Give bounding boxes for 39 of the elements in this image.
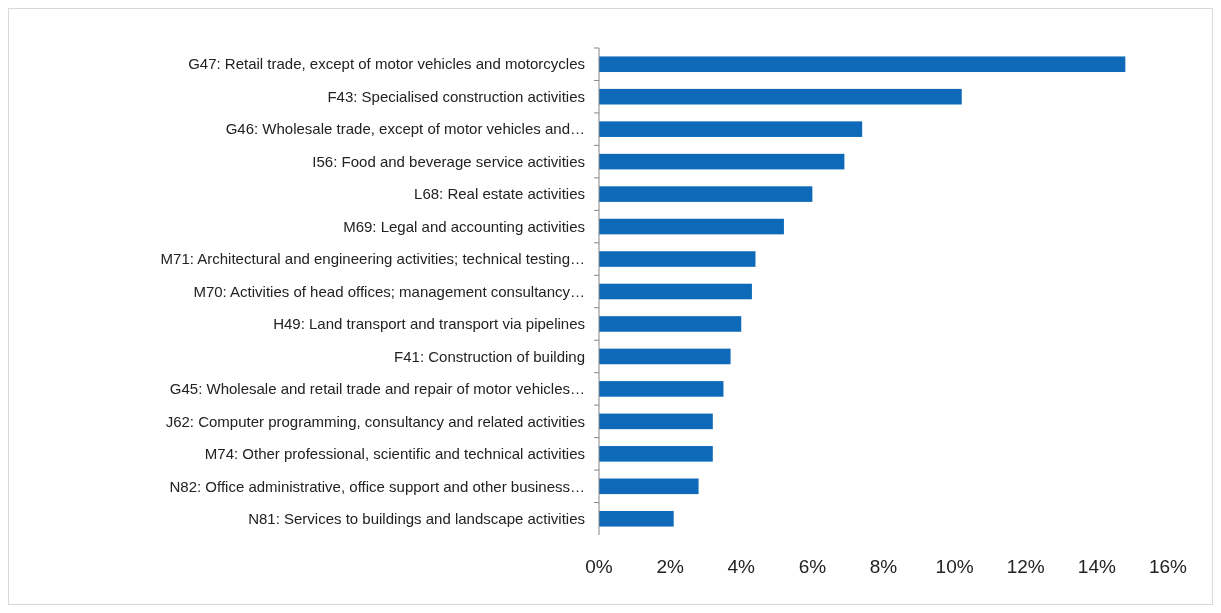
bar — [599, 413, 713, 430]
y-tick-label: M70: Activities of head offices; management consultancy… — [193, 282, 585, 300]
y-tick-label: N82: Office administrative, office support and other business… — [169, 477, 585, 495]
x-tick-label: 8% — [869, 556, 898, 577]
x-tick-label: 14% — [1077, 556, 1116, 577]
y-tick-label: I56: Food and beverage service activities — [312, 152, 585, 170]
y-tick-label: F43: Specialised construction activities — [327, 87, 585, 105]
bar — [599, 88, 962, 105]
bar — [599, 56, 1126, 73]
bar — [599, 153, 845, 170]
x-tick-label: 4% — [727, 556, 756, 577]
y-tick-label: M69: Legal and accounting activities — [343, 217, 585, 235]
bar — [599, 121, 863, 137]
y-tick-label: F41: Construction of building — [394, 347, 585, 365]
y-tick-label: G46: Wholesale trade, except of motor vehicles and… — [225, 120, 585, 138]
x-tick-label: 16% — [1148, 556, 1188, 577]
bar — [599, 348, 731, 365]
bar — [599, 251, 756, 267]
bar — [599, 316, 742, 332]
bar — [599, 478, 699, 495]
bar — [599, 446, 713, 462]
y-tick-label: J62: Computer programming, consultancy and related activities — [165, 412, 585, 430]
bar — [599, 218, 784, 235]
x-tick-label: 10% — [935, 556, 974, 577]
x-tick-label: 0% — [585, 556, 613, 577]
x-tick-label: 2% — [656, 556, 684, 577]
bar — [599, 283, 752, 300]
x-tick-label: 6% — [798, 556, 827, 577]
y-tick-label: M71: Architectural and engineering activities; technical testing… — [160, 250, 585, 268]
bar — [599, 510, 674, 527]
x-tick-label: 12% — [1006, 556, 1045, 577]
y-tick-label: G45: Wholesale and retail trade and repair of motor vehicles… — [169, 380, 585, 398]
y-tick-label: G47: Retail trade, except of motor vehicles and motorcycles — [188, 55, 585, 73]
y-tick-label: M74: Other professional, scientific and technical activities — [204, 445, 585, 463]
bar — [599, 381, 724, 397]
y-tick-label: H49: Land transport and transport via pipelines — [273, 315, 585, 333]
y-tick-label: L68: Real estate activities — [414, 185, 585, 203]
bar — [599, 186, 813, 202]
y-tick-label: N81: Services to buildings and landscape activities — [248, 510, 585, 528]
